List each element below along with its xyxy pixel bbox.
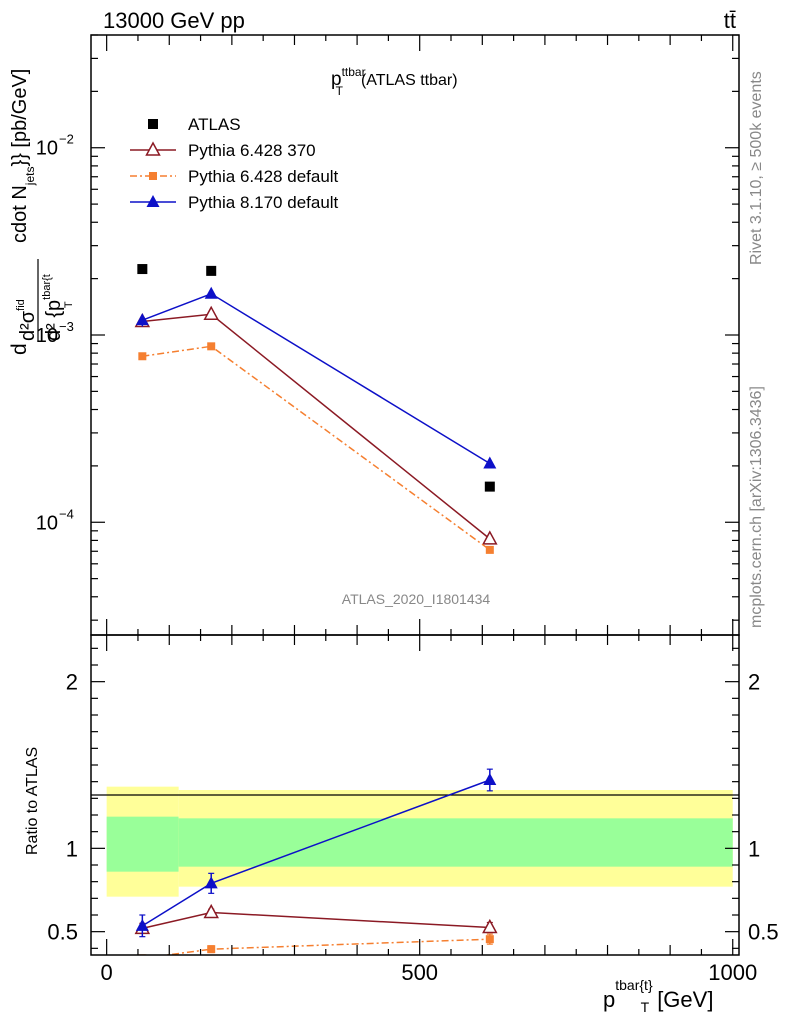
y-tick-label-exp: −2 bbox=[59, 132, 74, 147]
y-axis-title-ratio: Ratio to ATLAS bbox=[24, 747, 41, 855]
legend: ATLAS Pythia 6.428 370 Pythia 6.428 defaul… bbox=[130, 115, 339, 212]
point-pythia6-default bbox=[138, 352, 147, 361]
y-tick-label-exp: −4 bbox=[59, 506, 74, 521]
band-inner-0 bbox=[106, 816, 179, 872]
svg-text:d² {ptbar{tT: d² {ptbar{tT bbox=[41, 274, 75, 341]
point-atlas bbox=[137, 264, 148, 275]
main-panel bbox=[91, 35, 739, 635]
y-tick-label-ratio-right: 2 bbox=[748, 670, 760, 695]
point-atlas bbox=[206, 265, 217, 276]
x-tick-label: 0 bbox=[101, 960, 113, 985]
ratio-line-pythia6-370 bbox=[142, 911, 490, 930]
main-series-layer bbox=[134, 264, 498, 554]
y-tick-label-exp: −3 bbox=[59, 319, 74, 334]
y-axis-title-main: d d²σfid d² {ptbar{tT cdot Njets}} [pb/G… bbox=[8, 69, 75, 355]
rivet-label: Rivet 3.1.10, ≥ 500k events bbox=[748, 71, 765, 265]
mcplots-label: mcplots.cern.ch [arXiv:1306.3436] bbox=[748, 386, 765, 628]
band-inner-1 bbox=[178, 818, 733, 867]
legend-label-pythia6-370: Pythia 6.428 370 bbox=[188, 141, 316, 160]
legend-label-pythia6-default: Pythia 6.428 default bbox=[188, 167, 339, 186]
legend-marker-pythia6-default bbox=[149, 172, 157, 180]
y-tick-label-ratio-right: 1 bbox=[748, 836, 760, 861]
svg-text:d²σfid: d²σfid bbox=[15, 299, 39, 341]
process-label: 13000 GeV pp bbox=[103, 8, 245, 33]
ratio-uncertainty-bands bbox=[106, 786, 733, 897]
ratio-line-pythia6-default bbox=[161, 938, 490, 955]
ratio-point-pythia6-370 bbox=[482, 918, 498, 934]
y-tick-label-main: 10 bbox=[36, 512, 58, 534]
ratio-series-layer bbox=[134, 768, 498, 955]
y-tick-label-ratio-right: 0.5 bbox=[748, 920, 779, 945]
x-tick-label: 1000 bbox=[708, 960, 757, 985]
ratio-point-pythia8-default bbox=[204, 876, 218, 889]
ratio-point-pythia6-default bbox=[485, 935, 494, 944]
plot-title: pttbar T(ATLAS ttbar) bbox=[331, 65, 458, 98]
point-pythia6-default bbox=[485, 545, 494, 554]
legend-marker-pythia8-default bbox=[146, 195, 160, 207]
legend-marker-atlas bbox=[148, 119, 158, 129]
x-tick-label: 500 bbox=[401, 960, 438, 985]
point-pythia8-default bbox=[204, 286, 218, 299]
legend-label-pythia8-default: Pythia 8.170 default bbox=[188, 193, 339, 212]
point-pythia8-default bbox=[135, 313, 149, 326]
y-tick-label-ratio-left: 0.5 bbox=[47, 920, 78, 945]
ratio-point-pythia6-370 bbox=[203, 903, 219, 919]
channel-label: tt̄ bbox=[724, 8, 736, 33]
point-atlas bbox=[484, 481, 495, 492]
y-tick-label-main: 10 bbox=[36, 138, 58, 160]
point-pythia6-370 bbox=[203, 305, 219, 321]
legend-marker-pythia6-370 bbox=[145, 141, 161, 156]
point-pythia6-default bbox=[207, 342, 216, 351]
axis-ticks bbox=[91, 34, 739, 955]
svg-text:cdot Njets}} [pb/GeV]: cdot Njets}} [pb/GeV] bbox=[9, 69, 37, 243]
axis-tick-labels: 10−210−310 −40.5 0.51 12 20 500 1000 bbox=[36, 132, 779, 985]
svg-text:d: d bbox=[8, 343, 31, 355]
ratio-point-pythia8-default bbox=[135, 918, 149, 931]
point-pythia8-default bbox=[483, 456, 497, 469]
ratio-frame bbox=[90, 634, 740, 956]
legend-label-atlas: ATLAS bbox=[188, 115, 241, 134]
y-tick-label-ratio-left: 2 bbox=[66, 670, 78, 695]
y-tick-label-ratio-left: 1 bbox=[66, 836, 78, 861]
analysis-label: ATLAS_2020_I1801434 bbox=[342, 591, 491, 607]
ratio-point-pythia8-default bbox=[483, 773, 497, 785]
ratio-point-pythia6-default bbox=[207, 945, 216, 954]
point-pythia6-370 bbox=[482, 530, 498, 545]
x-axis-title: ptbar{t} T [GeV] bbox=[603, 977, 713, 1015]
y-tick-label-main: 10 bbox=[36, 325, 58, 347]
